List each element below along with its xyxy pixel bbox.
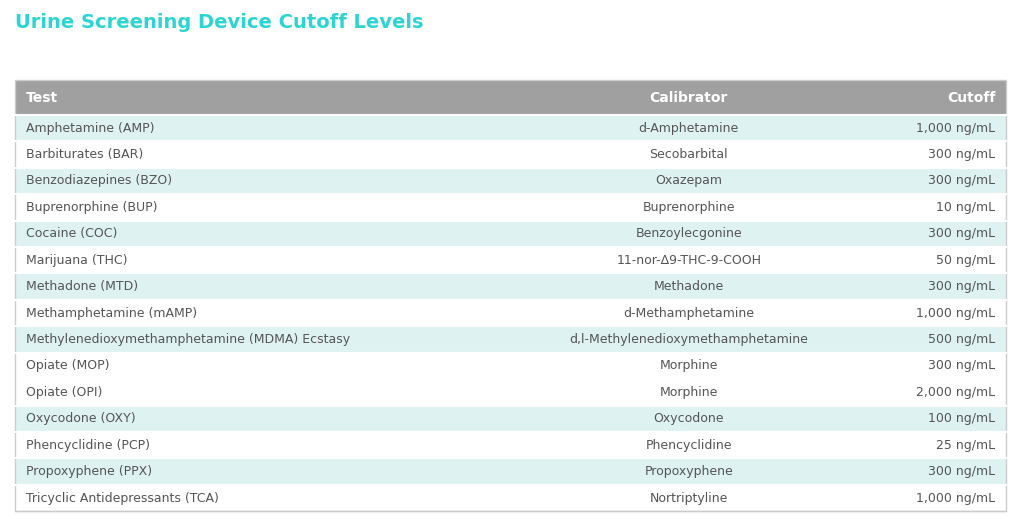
Bar xyxy=(15,432,1006,458)
Text: Methamphetamine (mAMP): Methamphetamine (mAMP) xyxy=(26,307,197,320)
Text: Oxycodone: Oxycodone xyxy=(653,412,724,425)
Bar xyxy=(15,300,1006,326)
Text: Morphine: Morphine xyxy=(660,359,718,372)
Text: Urine Screening Device Cutoff Levels: Urine Screening Device Cutoff Levels xyxy=(15,13,424,32)
Text: Benzodiazepines (BZO): Benzodiazepines (BZO) xyxy=(26,174,172,187)
Text: Barbiturates (BAR): Barbiturates (BAR) xyxy=(26,148,143,161)
Text: 1,000 ng/mL: 1,000 ng/mL xyxy=(917,491,995,504)
Text: 25 ng/mL: 25 ng/mL xyxy=(936,439,995,452)
Text: 300 ng/mL: 300 ng/mL xyxy=(928,227,995,240)
Text: 300 ng/mL: 300 ng/mL xyxy=(928,359,995,372)
Text: Morphine: Morphine xyxy=(660,386,718,399)
Text: Secobarbital: Secobarbital xyxy=(649,148,728,161)
Bar xyxy=(15,458,1006,485)
Text: Calibrator: Calibrator xyxy=(649,91,728,105)
Bar xyxy=(15,80,1006,115)
Text: Marijuana (THC): Marijuana (THC) xyxy=(26,254,127,267)
Text: Oxycodone (OXY): Oxycodone (OXY) xyxy=(26,412,135,425)
Text: Propoxyphene: Propoxyphene xyxy=(644,465,733,478)
Text: 300 ng/mL: 300 ng/mL xyxy=(928,174,995,187)
Text: Benzoylecgonine: Benzoylecgonine xyxy=(635,227,742,240)
Text: 1,000 ng/mL: 1,000 ng/mL xyxy=(917,307,995,320)
Text: Amphetamine (AMP): Amphetamine (AMP) xyxy=(26,121,154,134)
Bar xyxy=(15,274,1006,300)
Text: Propoxyphene (PPX): Propoxyphene (PPX) xyxy=(26,465,152,478)
Bar xyxy=(15,326,1006,352)
Text: Cocaine (COC): Cocaine (COC) xyxy=(26,227,116,240)
Text: Phencyclidine: Phencyclidine xyxy=(645,439,732,452)
Bar xyxy=(15,168,1006,194)
Bar xyxy=(15,405,1006,432)
Text: d-Amphetamine: d-Amphetamine xyxy=(639,121,739,134)
Text: Opiate (MOP): Opiate (MOP) xyxy=(26,359,109,372)
Text: 100 ng/mL: 100 ng/mL xyxy=(928,412,995,425)
Text: Methylenedioxymethamphetamine (MDMA) Ecstasy: Methylenedioxymethamphetamine (MDMA) Ecs… xyxy=(26,333,349,346)
Text: d,l-Methylenedioxymethamphetamine: d,l-Methylenedioxymethamphetamine xyxy=(570,333,809,346)
Text: 300 ng/mL: 300 ng/mL xyxy=(928,465,995,478)
Text: Test: Test xyxy=(26,91,57,105)
Text: Buprenorphine (BUP): Buprenorphine (BUP) xyxy=(26,201,157,214)
Bar xyxy=(15,247,1006,274)
Text: Buprenorphine: Buprenorphine xyxy=(642,201,735,214)
Text: 1,000 ng/mL: 1,000 ng/mL xyxy=(917,121,995,134)
Bar xyxy=(15,485,1006,511)
Bar xyxy=(15,115,1006,141)
Text: 300 ng/mL: 300 ng/mL xyxy=(928,148,995,161)
Text: Tricyclic Antidepressants (TCA): Tricyclic Antidepressants (TCA) xyxy=(26,491,218,504)
Text: Cutoff: Cutoff xyxy=(947,91,995,105)
Text: Phencyclidine (PCP): Phencyclidine (PCP) xyxy=(26,439,149,452)
Text: 10 ng/mL: 10 ng/mL xyxy=(936,201,995,214)
Text: Nortriptyline: Nortriptyline xyxy=(649,491,728,504)
Text: Methadone: Methadone xyxy=(653,280,724,293)
Text: 500 ng/mL: 500 ng/mL xyxy=(928,333,995,346)
Bar xyxy=(15,141,1006,168)
Text: Opiate (OPI): Opiate (OPI) xyxy=(26,386,102,399)
Text: 11-nor-Δ9-THC-9-COOH: 11-nor-Δ9-THC-9-COOH xyxy=(617,254,762,267)
Bar xyxy=(15,221,1006,247)
Text: 50 ng/mL: 50 ng/mL xyxy=(936,254,995,267)
Text: Methadone (MTD): Methadone (MTD) xyxy=(26,280,138,293)
Text: Oxazepam: Oxazepam xyxy=(655,174,722,187)
Text: d-Methamphetamine: d-Methamphetamine xyxy=(623,307,755,320)
Text: 2,000 ng/mL: 2,000 ng/mL xyxy=(917,386,995,399)
Bar xyxy=(15,194,1006,221)
Text: 300 ng/mL: 300 ng/mL xyxy=(928,280,995,293)
